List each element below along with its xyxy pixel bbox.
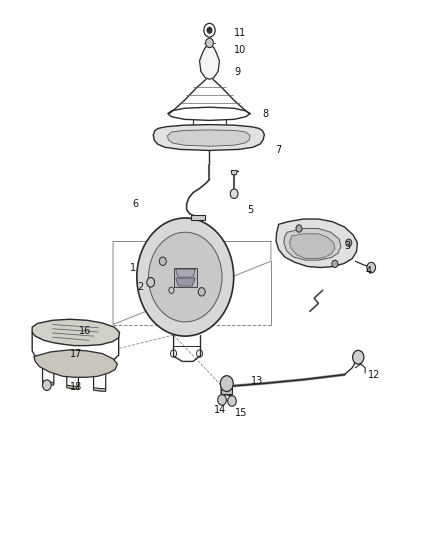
Text: 12: 12: [368, 369, 381, 379]
Text: 8: 8: [262, 109, 268, 118]
Polygon shape: [173, 268, 197, 287]
Polygon shape: [42, 381, 54, 385]
Circle shape: [198, 288, 205, 296]
Circle shape: [346, 239, 352, 246]
Text: 1: 1: [131, 263, 137, 272]
Circle shape: [148, 232, 222, 322]
Polygon shape: [290, 234, 335, 259]
Text: 6: 6: [133, 199, 139, 209]
Circle shape: [230, 189, 238, 198]
Circle shape: [332, 260, 338, 268]
Text: 18: 18: [70, 382, 82, 392]
Text: 13: 13: [251, 376, 264, 386]
Text: 11: 11: [234, 28, 247, 38]
Circle shape: [367, 262, 375, 273]
Polygon shape: [176, 278, 195, 286]
Polygon shape: [176, 269, 195, 277]
Circle shape: [296, 225, 302, 232]
Text: 5: 5: [247, 205, 253, 215]
Text: 9: 9: [234, 67, 240, 77]
Polygon shape: [168, 130, 250, 146]
Polygon shape: [67, 385, 78, 390]
Circle shape: [159, 257, 166, 265]
Text: 15: 15: [236, 408, 248, 418]
Text: 14: 14: [214, 405, 226, 415]
Circle shape: [147, 278, 155, 287]
Polygon shape: [221, 387, 232, 394]
Circle shape: [353, 350, 364, 364]
Polygon shape: [276, 219, 357, 268]
Circle shape: [220, 376, 233, 392]
Circle shape: [228, 395, 236, 406]
Polygon shape: [153, 125, 265, 150]
Text: 16: 16: [78, 326, 91, 336]
Text: 10: 10: [234, 45, 247, 55]
Polygon shape: [231, 171, 237, 175]
Circle shape: [42, 380, 51, 391]
Circle shape: [205, 38, 213, 47]
Polygon shape: [34, 350, 117, 377]
Circle shape: [218, 394, 226, 405]
Text: 2: 2: [137, 281, 143, 292]
Text: 3: 3: [344, 241, 350, 252]
Circle shape: [207, 27, 212, 34]
Text: 7: 7: [275, 146, 282, 156]
Polygon shape: [200, 46, 219, 79]
Polygon shape: [191, 215, 205, 220]
Text: 17: 17: [70, 349, 82, 359]
Text: 4: 4: [366, 266, 372, 276]
Polygon shape: [32, 319, 120, 345]
Polygon shape: [94, 388, 106, 392]
Circle shape: [137, 218, 234, 336]
Polygon shape: [284, 229, 341, 260]
